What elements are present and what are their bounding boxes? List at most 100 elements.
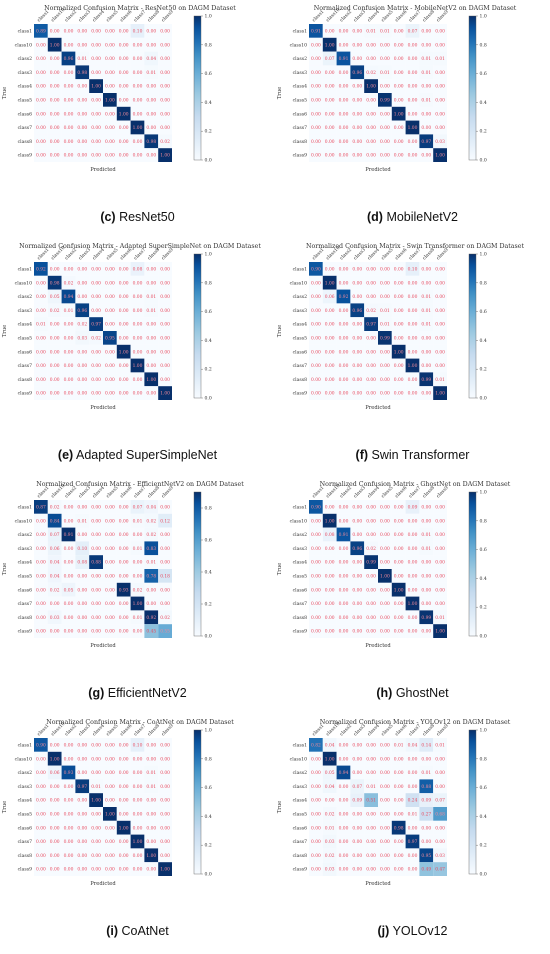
cell-value-label: 0.00 (146, 868, 156, 873)
caption: (i) CoAtNet (0, 924, 275, 938)
cell-value-label: 0.00 (311, 854, 321, 859)
cell-value-label: 0.00 (421, 268, 431, 273)
cell-value-label: 0.00 (105, 323, 115, 328)
matrix-cell (364, 624, 378, 638)
matrix-cell (405, 148, 420, 162)
matrix-cell (75, 500, 90, 514)
matrix-cell (419, 106, 434, 121)
matrix-cell (378, 262, 392, 276)
cell-value-label: 0.00 (146, 840, 156, 845)
cell-value-label: 0.00 (325, 392, 335, 397)
matrix-cell (364, 765, 378, 780)
matrix-cell (130, 386, 145, 400)
cell-value-label: 0.00 (339, 826, 349, 831)
matrix-cell (75, 848, 90, 863)
cell-value-label: 0.00 (394, 547, 404, 552)
cell-value-label: 0.91 (339, 533, 349, 538)
matrix-cell (419, 93, 434, 107)
matrix-cell (350, 738, 365, 752)
cell-value-label: 0.00 (366, 337, 376, 342)
cell-value-label: 0.00 (339, 744, 349, 749)
matrix-cell (378, 344, 392, 359)
cell-value-label: 0.00 (366, 854, 376, 859)
cell-value-label: 0.00 (64, 506, 74, 511)
caption-letter: (g) (88, 686, 105, 700)
matrix-cell (433, 24, 447, 38)
cell-value-label: 0.00 (435, 99, 445, 104)
cell-value-label: 0.00 (352, 392, 362, 397)
matrix-cell (364, 93, 378, 107)
matrix-cell (130, 106, 145, 121)
matrix-cell (309, 93, 323, 107)
cell-value-label: 0.00 (352, 826, 362, 831)
cell-value-label: 0.78 (146, 575, 156, 580)
colorbar-tick-label: 0.8 (480, 756, 487, 762)
cell-value-label: 0.00 (435, 757, 445, 762)
cell-value-label: 0.00 (394, 868, 404, 873)
matrix-cell (130, 500, 145, 514)
cell-value-label: 0.10 (133, 744, 143, 749)
colorbar-tick-label: 0.6 (205, 785, 212, 791)
matrix-cell (419, 513, 434, 528)
chart-title: Normalized Confusion Matrix - GhostNet o… (320, 481, 511, 488)
cell-value-label: 0.00 (105, 71, 115, 76)
matrix-cell (75, 262, 90, 276)
cell-value-label: 0.00 (352, 337, 362, 342)
cell-value-label: 0.00 (119, 30, 129, 35)
cell-value-label: 0.00 (146, 757, 156, 762)
cell-value-label: 0.00 (50, 268, 60, 273)
matrix-cell (103, 317, 117, 331)
cell-value-label: 0.00 (77, 43, 87, 48)
cell-value-label: 0.00 (352, 813, 362, 818)
matrix-cell (103, 527, 117, 542)
matrix-cell (34, 500, 48, 514)
matrix-cell (391, 862, 406, 876)
matrix-cell (433, 317, 447, 331)
cell-value-label: 0.01 (146, 561, 156, 566)
cell-value-label: 0.00 (50, 57, 60, 62)
cell-value-label: 0.08 (77, 561, 87, 566)
matrix-cell (61, 807, 76, 821)
cell-value-label: 0.00 (160, 323, 170, 328)
cell-value-label: 0.00 (352, 575, 362, 580)
matrix-cell (336, 610, 351, 625)
matrix-cell (405, 582, 420, 597)
cell-value-label: 0.00 (91, 616, 101, 621)
chart-title: Normalized Confusion Matrix - MobileNetV… (314, 5, 517, 12)
matrix-cell (144, 65, 159, 80)
cell-value-label: 0.00 (394, 309, 404, 314)
cell-value-label: 0.00 (77, 588, 87, 593)
cell-value-label: 0.00 (146, 99, 156, 104)
cell-value-label: 0.00 (352, 99, 362, 104)
matrix-cell (130, 372, 145, 387)
matrix-cell (89, 93, 103, 107)
matrix-cell (75, 527, 90, 542)
matrix-cell (75, 624, 90, 638)
y-tick-label: class6 (293, 349, 307, 355)
matrix-cell (116, 358, 131, 373)
matrix-cell (130, 358, 145, 373)
cell-value-label: 0.00 (435, 85, 445, 90)
y-tick-label: class6 (18, 349, 32, 355)
matrix-cell (336, 65, 351, 80)
matrix-cell (336, 275, 351, 290)
matrix-cell (336, 317, 351, 331)
cell-value-label: 0.00 (352, 85, 362, 90)
matrix-cell (144, 793, 159, 807)
cell-value-label: 0.00 (325, 112, 335, 117)
cell-value-label: 0.00 (352, 268, 362, 273)
matrix-cell (336, 807, 351, 821)
cell-value-label: 0.01 (435, 378, 445, 383)
cell-value-label: 0.00 (311, 99, 321, 104)
cell-value-label: 0.00 (146, 826, 156, 831)
x-axis-label: Predicted (365, 881, 391, 887)
matrix-cell (322, 262, 337, 276)
matrix-cell (405, 555, 420, 569)
cell-value-label: 0.00 (380, 616, 390, 621)
cell-value-label: 0.00 (50, 854, 60, 859)
cell-value-label: 0.00 (352, 323, 362, 328)
cell-value-label: 0.00 (160, 378, 170, 383)
matrix-cell (419, 834, 434, 849)
matrix-cell (34, 848, 48, 863)
matrix-cell (75, 93, 90, 107)
